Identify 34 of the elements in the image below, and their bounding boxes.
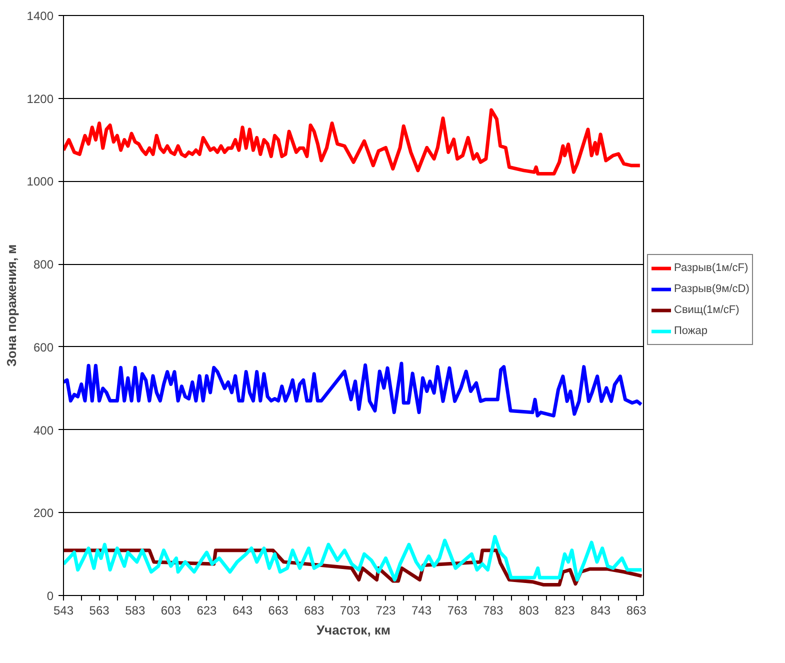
x-tick-label: 543 bbox=[53, 604, 74, 618]
line-series bbox=[64, 362, 643, 418]
x-tick-label: 823 bbox=[554, 604, 576, 618]
x-tick-label: 843 bbox=[590, 604, 611, 618]
line-series bbox=[64, 108, 642, 176]
legend-label: Пожар bbox=[674, 325, 708, 337]
x-axis-title: Участок, км bbox=[316, 622, 391, 638]
y-tick-label: 600 bbox=[33, 340, 54, 354]
y-tick-label: 1400 bbox=[26, 9, 54, 23]
legend-label: Разрыв(9м/сD) bbox=[674, 283, 750, 295]
x-tick-label: 703 bbox=[340, 604, 360, 618]
y-tick-label: 800 bbox=[33, 258, 54, 272]
x-tick-label: 743 bbox=[412, 604, 432, 618]
y-tick-label: 1200 bbox=[26, 92, 54, 106]
x-tick-label: 803 bbox=[518, 604, 540, 618]
x-tick-label: 563 bbox=[89, 604, 110, 618]
y-tick-label: 1000 bbox=[26, 174, 54, 189]
legend-label: Разрыв(1м/сF) bbox=[674, 262, 748, 274]
y-tick-label: 400 bbox=[33, 423, 54, 438]
x-tick-label: 643 bbox=[232, 604, 253, 618]
x-tick-label: 683 bbox=[304, 604, 324, 618]
legend-label: Свищ(1м/сF) bbox=[674, 304, 740, 316]
y-tick-label: 0 bbox=[46, 589, 54, 603]
x-tick-label: 583 bbox=[125, 604, 146, 618]
x-tick-label: 603 bbox=[160, 604, 182, 618]
x-tick-label: 623 bbox=[196, 604, 218, 618]
x-tick-label: 783 bbox=[483, 604, 504, 618]
x-tick-label: 863 bbox=[626, 604, 647, 618]
y-axis-title: Зона поражения, м bbox=[4, 244, 19, 367]
x-tick-label: 763 bbox=[447, 604, 468, 618]
x-tick-label: 723 bbox=[376, 604, 396, 618]
line-series bbox=[64, 534, 644, 582]
y-tick-label: 200 bbox=[33, 506, 54, 520]
x-tick-label: 663 bbox=[268, 604, 289, 618]
